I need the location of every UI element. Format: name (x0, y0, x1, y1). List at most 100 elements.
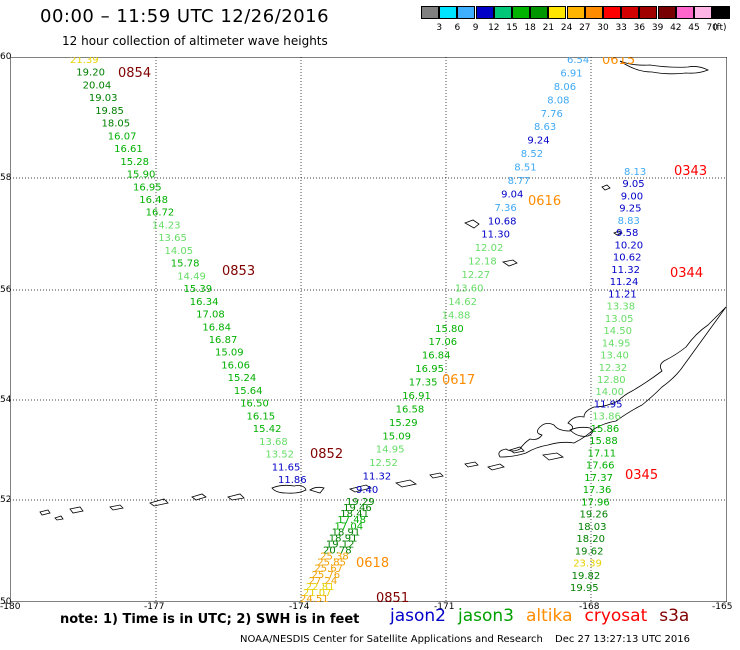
track3-value: 19.82 (572, 571, 601, 582)
colorbar-label: 36 (633, 23, 646, 33)
track2-value: 6.91 (560, 68, 582, 79)
satellite-legend-item: s3a (659, 606, 690, 626)
coastline-segment (149, 498, 169, 507)
track3-value: 18.03 (578, 522, 607, 533)
track3-value: 11.32 (611, 265, 640, 276)
pass-id-label: 0616 (528, 194, 561, 209)
colorbar-label: 3 (436, 23, 443, 33)
track2-value: 9.40 (356, 485, 378, 496)
track1-value: 16.48 (139, 195, 168, 206)
coastline-segment (601, 184, 611, 191)
coastline-segment (227, 493, 245, 501)
track2-value: 16.84 (422, 351, 451, 362)
track1-value: 19.20 (76, 68, 105, 79)
track1-value: 16.87 (209, 335, 238, 346)
track2-value: 7.36 (495, 203, 517, 214)
coastline (39, 60, 727, 521)
track2-value: 10.68 (488, 216, 517, 227)
track1-value: 11.65 (272, 462, 301, 473)
track2-value: 25.38 (320, 552, 349, 563)
track3-value: 23.39 (573, 559, 602, 570)
track3-value: 17.66 (586, 461, 615, 472)
track2-value: 15.09 (382, 431, 411, 442)
colorbar-label: 42 (670, 23, 682, 33)
track3-value: 13.86 (592, 412, 621, 423)
coastline-segment (498, 306, 727, 458)
track2-value: 19.12 (326, 539, 355, 550)
satellite-legend-item: jason2 (390, 606, 446, 626)
pass-id-label: 0854 (118, 66, 151, 81)
colorbar-swatch (548, 6, 567, 19)
track3-value: 17.37 (584, 473, 613, 484)
track3-value: 11.95 (594, 400, 623, 411)
track2-value: 16.91 (402, 391, 431, 402)
colorbar-swatch (475, 6, 494, 19)
track2-value: 22.81 (306, 582, 335, 593)
pass-id-label: 0617 (442, 373, 475, 388)
colorbar-swatch (530, 6, 549, 19)
coastline-segment (309, 486, 325, 494)
track1-value: 16.95 (133, 182, 162, 193)
track3-value: 15.86 (591, 424, 620, 435)
track2-value: 16.95 (415, 364, 444, 375)
pass-id-label: 0618 (356, 556, 389, 571)
colorbar-label: 9 (472, 23, 479, 33)
track2-value: 13.60 (455, 283, 484, 294)
track2-value: 25.76 (312, 570, 341, 581)
track2-value: 14.95 (376, 445, 405, 456)
track2-value: 17.35 (409, 378, 438, 389)
track1-value: 15.90 (127, 170, 156, 181)
track1-value: 19.03 (89, 93, 118, 104)
lon-tick-label: -168 (579, 602, 600, 612)
colorbar-swatch (675, 6, 694, 19)
colorbar-label: 6 (454, 23, 461, 33)
track1-value: 13.65 (158, 233, 187, 244)
track3-value: 17.36 (583, 485, 612, 496)
pass-id-label: 0343 (674, 164, 707, 179)
colorbar-swatch (566, 6, 585, 19)
track1-value: 16.06 (221, 361, 250, 372)
track2-value: 17.48 (337, 515, 366, 526)
track2-value: 12.18 (468, 257, 497, 268)
colorbar-swatch (657, 6, 676, 19)
lat-tick-label: 52 (0, 495, 12, 505)
coastline-segment (271, 484, 307, 494)
track3-value: 15.88 (589, 436, 618, 447)
colorbar-label: 27 (579, 23, 591, 33)
track2-value: 16.58 (396, 404, 425, 415)
colorbar-swatch (493, 6, 512, 19)
coastline-segment (54, 515, 64, 521)
track2-value: 17.06 (429, 337, 458, 348)
track3-value: 10.62 (613, 253, 642, 264)
colorbar-label: 45 (688, 23, 700, 33)
track1-value: 13.52 (265, 450, 294, 461)
pass-id-label: 0852 (310, 447, 343, 462)
colorbar-swatch (439, 6, 458, 19)
colorbar-swatch (512, 6, 530, 19)
coastline-segment (501, 259, 518, 267)
track3-value: 8.13 (624, 167, 646, 178)
track2-value: 12.52 (369, 458, 398, 469)
colorbar-label: 30 (597, 23, 609, 33)
colorbar-label: 21 (542, 23, 555, 33)
coastline-segment (429, 472, 444, 479)
colorbar-unit: (ft) (713, 23, 727, 33)
colorbar-swatch (421, 6, 439, 19)
track3-value: 19.62 (575, 546, 604, 557)
lat-tick-label: 54 (0, 395, 12, 405)
credit-text: NOAA/NESDIS Center for Satellite Applica… (240, 634, 543, 645)
track2-value: 15.80 (435, 324, 464, 335)
lat-tick-label: 56 (0, 285, 12, 295)
track2-value: 8.06 (554, 82, 576, 93)
track1-value: 16.34 (190, 297, 219, 308)
track2-value: 20.78 (323, 546, 352, 557)
map-subtitle: 12 hour collection of altimeter wave hei… (62, 34, 328, 48)
track1-value: 15.39 (184, 284, 213, 295)
track2-value: 11.32 (363, 472, 392, 483)
track2-value: 21.07 (303, 588, 332, 599)
track1-value: 16.84 (202, 322, 231, 333)
coastline-segment (619, 60, 709, 75)
track1-value: 15.24 (228, 373, 257, 384)
track2-value: 8.52 (521, 149, 543, 160)
track1-value: 15.78 (171, 259, 200, 270)
